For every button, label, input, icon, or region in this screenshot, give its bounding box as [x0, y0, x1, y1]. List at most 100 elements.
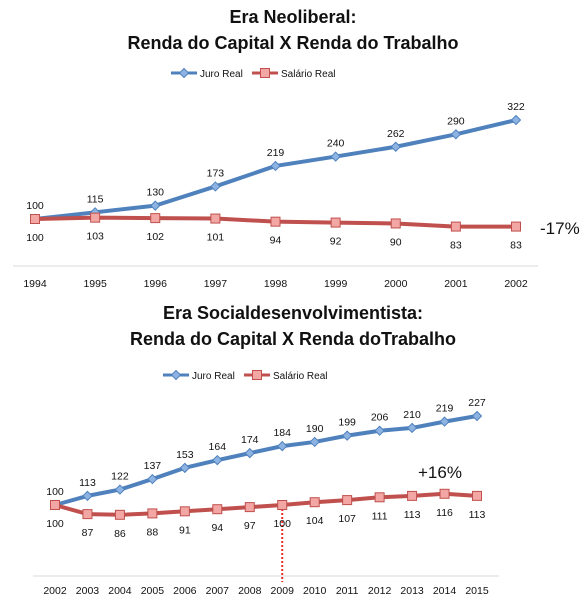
- chart1-data-label: 219: [267, 147, 285, 159]
- chart2-data-point: [179, 462, 191, 474]
- chart1-annotation: -17%: [540, 219, 580, 238]
- chart1-tick-label: 1995: [83, 278, 107, 290]
- chart2-data-point: [114, 509, 125, 520]
- chart2-data-point: [212, 504, 223, 515]
- chart2-tick-label: 2006: [173, 585, 197, 597]
- chart1-tick-label: 1997: [204, 278, 228, 290]
- chart1-legend-label: Salário Real: [281, 69, 335, 80]
- chart2-data-label: 113: [469, 509, 486, 521]
- chart2-tick-label: 2005: [141, 585, 165, 597]
- chart2-data-label: 107: [338, 513, 356, 525]
- chart2-data-point: [50, 500, 60, 510]
- chart2-data-label: 87: [82, 527, 94, 539]
- chart2-tick-label: 2009: [271, 585, 295, 597]
- chart2-data-label: 174: [241, 434, 259, 446]
- chart2-data-label: 91: [179, 524, 191, 536]
- chart2-data-label: 104: [306, 515, 324, 527]
- chart2-tick-label: 2007: [206, 585, 230, 597]
- chart1-tick-label: 1994: [23, 278, 47, 290]
- chart2-data-point: [439, 488, 450, 499]
- chart2-data-point: [309, 436, 320, 448]
- chart1-legend-swatch-marker: [260, 68, 270, 78]
- chart2-tick-label: 2010: [303, 585, 327, 597]
- chart2-data-label: 184: [273, 427, 291, 439]
- chart1-data-point: [390, 141, 401, 152]
- chart2-data-label: 219: [436, 403, 454, 415]
- chart1-legend-label: Juro Real: [200, 69, 243, 80]
- chart1-data-label: 322: [507, 101, 525, 113]
- chart1-legend-swatch-marker: [178, 67, 190, 79]
- chart1-title: Era Neoliberal:: [229, 7, 357, 27]
- chart1-data-point: [270, 160, 281, 172]
- chart2-subtitle: Renda do Capital X Renda doTrabalho: [129, 329, 457, 349]
- chart2-series-line: [54, 491, 478, 517]
- chart2-data-label: 116: [436, 507, 453, 519]
- chart1-data-label: 83: [450, 240, 462, 252]
- chart1-data-point: [210, 213, 221, 224]
- chart1-data-label: 100: [26, 200, 44, 212]
- chart2-data-point: [147, 508, 158, 519]
- chart2-data-point: [309, 497, 320, 508]
- chart2-data-point: [82, 509, 93, 520]
- chart2-legend-swatch-marker: [170, 369, 182, 381]
- chart1-data-point: [150, 213, 161, 224]
- chart2-legend-swatch-marker: [252, 370, 262, 380]
- chart1-data-label: 102: [146, 231, 164, 243]
- chart2-data-label: 122: [111, 471, 129, 483]
- chart1-data-label: 94: [270, 235, 282, 247]
- chart1-data-label: 90: [390, 236, 402, 248]
- chart1-tick-label: 2000: [384, 278, 408, 290]
- chart2-data-label: 100: [273, 518, 291, 530]
- chart2-data-point: [471, 410, 483, 422]
- chart2-data-point: [244, 447, 255, 459]
- chart2-series-line: [54, 414, 478, 507]
- chart2-data-point: [374, 425, 385, 436]
- chart1-tick-label: 2001: [444, 278, 468, 290]
- chart2-data-label: 111: [372, 510, 388, 522]
- chart2-data-label: 190: [306, 423, 324, 435]
- chart2-tick-label: 2004: [108, 585, 132, 597]
- chart2-title: Era Socialdesenvolvimentista:: [162, 303, 424, 323]
- chart1-data-label: 92: [330, 236, 342, 248]
- chart2-data-label: 199: [338, 417, 356, 429]
- chart1-data-point: [30, 214, 40, 224]
- chart1-data-label: 240: [327, 138, 345, 150]
- chart2-data-label: 88: [147, 526, 159, 538]
- chart2-data-point: [472, 490, 482, 501]
- chart1-data-label: 115: [87, 193, 104, 205]
- chart2-data-point: [147, 473, 158, 485]
- chart2-data-point: [244, 502, 255, 513]
- chart2-tick-label: 2014: [433, 585, 457, 597]
- chart2-data-point: [179, 506, 190, 517]
- chart1-tick-label: 2002: [504, 278, 528, 290]
- chart1-data-point: [450, 221, 461, 232]
- chart2-tick-label: 2002: [43, 585, 67, 597]
- chart1-tick-label: 1998: [264, 278, 288, 290]
- chart2-legend-label: Salário Real: [273, 371, 327, 382]
- chart2-data-point: [277, 500, 288, 510]
- chart2-tick-label: 2003: [76, 585, 100, 597]
- chart2-data-label: 100: [46, 518, 64, 530]
- chart2-data-label: 113: [404, 509, 421, 521]
- chart1-data-point: [450, 129, 462, 140]
- chart2-data-point: [277, 440, 288, 452]
- chart2-data-point: [82, 490, 93, 502]
- chart1-data-point: [390, 218, 401, 229]
- chart2-tick-label: 2013: [400, 585, 424, 597]
- chart1-data-point: [210, 181, 221, 192]
- chart1-data-label: 103: [86, 231, 104, 243]
- chart2-data-label: 153: [176, 449, 194, 461]
- chart1-data-label: 100: [26, 232, 44, 244]
- chart1-data-point: [90, 212, 101, 223]
- chart2-data-point: [439, 416, 450, 427]
- chart2-data-label: 113: [79, 477, 96, 489]
- chart2-data-label: 137: [144, 460, 162, 472]
- chart1-data-point: [510, 114, 522, 126]
- chart1-data-label: 290: [447, 115, 465, 127]
- chart1-data-point: [150, 200, 161, 211]
- chart2-data-point: [342, 495, 353, 506]
- chart1-data-label: 262: [387, 128, 405, 140]
- chart1-data-point: [270, 216, 281, 227]
- chart2-data-point: [341, 430, 353, 441]
